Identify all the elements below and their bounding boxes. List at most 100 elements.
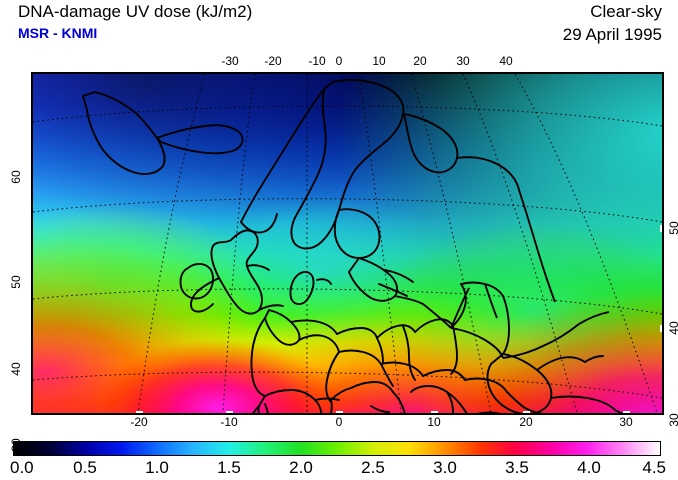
border-france-italy-alps <box>350 381 394 393</box>
coastline-gulf-of-bothnia <box>333 208 381 259</box>
axis-tick-mark <box>136 411 143 413</box>
coastline-east-england <box>246 264 270 271</box>
left-axis-tick-label: 40 <box>9 362 23 376</box>
axis-tick-mark <box>226 411 233 413</box>
top-axis-tick-label: 30 <box>456 54 470 68</box>
border-romania-bulgaria <box>506 391 544 413</box>
coastline-normandy <box>298 334 340 353</box>
map-plot-area <box>31 72 664 415</box>
colorbar-tick-label: 0.0 <box>10 458 34 477</box>
top-axis-tick-label: -20 <box>264 54 282 68</box>
colorbar-tick-label: 3.5 <box>505 458 529 477</box>
graticule <box>33 74 662 413</box>
top-axis-tick-label: -30 <box>221 54 239 68</box>
axis-tick-mark <box>29 279 31 286</box>
border-baltic-states <box>394 295 424 305</box>
colorbar <box>13 441 661 456</box>
border-balkans-internal <box>477 411 501 413</box>
coastline-denmark <box>289 270 315 306</box>
bottom-axis-tick-label: -20 <box>130 415 148 429</box>
right-axis-tick-label: 30 <box>667 413 678 427</box>
border-poland-east <box>502 295 510 355</box>
border-france-east <box>325 351 340 403</box>
axis-tick-mark <box>227 70 234 72</box>
colorbar-tick-labels: 0.0 0.5 1.0 1.5 2.0 2.5 3.0 3.5 4.0 4.5 <box>0 458 678 480</box>
coastline-portugal-west <box>252 405 260 413</box>
border-russia-north <box>518 189 556 303</box>
coastline-po-valley <box>410 385 448 393</box>
axis-tick-mark <box>29 366 31 373</box>
border-lithuania-belarus <box>422 303 452 329</box>
bottom-axis-tick-label: -10 <box>220 415 238 429</box>
border-slovakia-hungary <box>464 377 508 393</box>
axis-tick-mark <box>336 70 343 72</box>
colorbar-gradient <box>14 442 660 455</box>
figure-condition-label: Clear-sky <box>590 2 662 21</box>
top-axis-tick-label: -10 <box>308 54 326 68</box>
axis-tick-mark <box>460 70 467 72</box>
axis-tick-mark <box>660 417 662 424</box>
axis-tick-mark <box>336 411 343 413</box>
coastline-crimea <box>536 356 586 371</box>
coastline-balkans-adriatic <box>446 391 468 413</box>
axis-tick-mark <box>431 411 438 413</box>
coastline-scandinavia <box>290 79 405 250</box>
colorbar-tick-label: 2.5 <box>361 458 385 477</box>
border-belarus-south <box>450 327 504 359</box>
coastline-iceland <box>82 91 166 175</box>
colorbar-tick-label: 0.5 <box>73 458 97 477</box>
colorbar-tick-label: 1.5 <box>217 458 241 477</box>
border-russia-south <box>578 311 610 325</box>
axis-tick-mark <box>660 225 662 232</box>
coastline-corsica <box>370 405 390 413</box>
border-germany-czech <box>380 361 424 377</box>
coastline-germany-north <box>414 318 454 333</box>
coastline-norway-south <box>240 213 278 234</box>
border-spain-france <box>314 397 340 401</box>
figure-title: DNA-damage UV dose (kJ/m2) <box>18 2 253 21</box>
border-germany-poland <box>450 325 458 375</box>
border-germany-internal <box>402 325 416 381</box>
border-netherlands-germany <box>376 337 384 363</box>
colorbar-tick-label: 3.0 <box>433 458 457 477</box>
coastline-white-sea <box>402 113 459 174</box>
figure-date-label: 29 April 1995 <box>562 25 662 44</box>
uv-dose-raster <box>33 74 662 413</box>
coastline-black-sea <box>486 353 553 413</box>
coastline-azov <box>584 355 604 363</box>
coastline-germany-baltic <box>452 283 467 327</box>
border-austria-italy <box>380 363 394 387</box>
left-axis-tick-label: 60 <box>9 170 23 184</box>
coastline-great-britain <box>210 229 263 315</box>
coastline-jan-mayen <box>156 124 244 155</box>
coastline-black-sea-east <box>550 395 616 411</box>
border-belarus-north <box>450 287 470 329</box>
left-axis-tick-label: 50 <box>9 275 23 289</box>
axis-tick-mark <box>623 411 630 413</box>
axis-tick-mark <box>314 70 321 72</box>
figure-institute-label: MSR - KNMI <box>18 25 98 41</box>
coastline-norway-west <box>240 87 326 223</box>
axis-tick-mark <box>523 411 530 413</box>
coastline-zealand <box>316 278 332 285</box>
top-axis-tick-label: 40 <box>499 54 513 68</box>
coastline-belgium-netherlands <box>336 327 378 339</box>
coastline-channel-france <box>290 319 338 335</box>
colorbar-tick-label: 4.0 <box>577 458 601 477</box>
top-axis-tick-label: 10 <box>372 54 386 68</box>
axis-tick-mark <box>270 70 277 72</box>
border-turkey-east <box>614 409 624 413</box>
right-axis-tick-label: 40 <box>667 321 678 335</box>
coastline-netherlands <box>376 324 416 339</box>
map-svg <box>33 74 662 413</box>
colorbar-tick-label: 2.0 <box>289 458 313 477</box>
coastline-biscay <box>250 317 266 397</box>
coastline-wales <box>189 277 220 313</box>
top-axis-tick-label: 0 <box>335 54 343 68</box>
coastline-ireland <box>179 262 215 300</box>
border-france-germany <box>338 349 382 365</box>
coastline-iberia <box>257 389 323 413</box>
border-russia-ukraine <box>502 323 580 359</box>
colorbar-tick-label: 1.0 <box>145 458 169 477</box>
